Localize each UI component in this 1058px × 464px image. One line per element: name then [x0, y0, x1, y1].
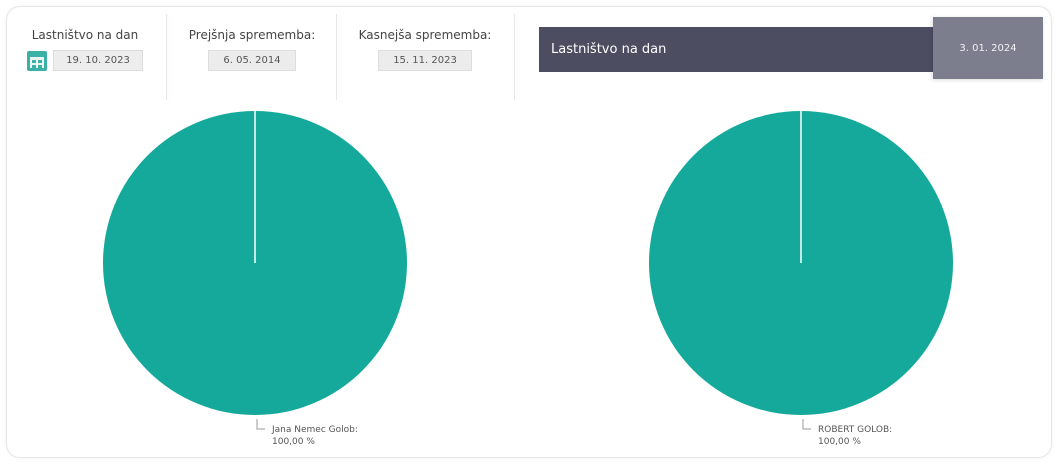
previous-change-group: Prejšnja sprememba: 6. 05. 2014 — [172, 14, 332, 100]
slice-owner-name: ROBERT GOLOB: — [818, 425, 893, 435]
next-change-button[interactable]: 15. 11. 2023 — [378, 50, 472, 71]
pie-chart-left — [103, 111, 407, 430]
slice-owner-name: Jana Nemec Golob: — [272, 425, 358, 435]
ownership-panel — [6, 6, 1052, 458]
ownership-date-group: Lastništvo na dan 19. 10. 2023 — [12, 14, 158, 100]
divider — [166, 14, 167, 100]
pie-left-slice-label: Jana Nemec Golob: 100,00 % — [272, 424, 358, 448]
previous-change-button[interactable]: 6. 05. 2014 — [208, 50, 296, 71]
calendar-icon[interactable] — [27, 50, 48, 71]
next-change-label: Kasnejša sprememba: — [358, 28, 492, 42]
pie-chart-right — [649, 111, 953, 430]
right-ownership-header: Lastništvo na dan — [539, 27, 935, 72]
ownership-date-label: Lastništvo na dan — [31, 28, 139, 42]
ownership-date-picker[interactable]: 19. 10. 2023 — [27, 50, 143, 71]
right-ownership-label: Lastništvo na dan — [551, 42, 667, 57]
slice-owner-share: 100,00 % — [272, 437, 315, 447]
next-change-group: Kasnejša sprememba: 15. 11. 2023 — [342, 14, 508, 100]
divider — [336, 14, 337, 100]
ownership-date-value[interactable]: 19. 10. 2023 — [53, 50, 143, 71]
slice-leader-line — [802, 419, 811, 430]
slice-owner-share: 100,00 % — [818, 437, 861, 447]
divider — [514, 14, 515, 100]
right-ownership-date-value: 3. 01. 2024 — [959, 42, 1017, 54]
right-ownership-date[interactable]: 3. 01. 2024 — [933, 17, 1043, 79]
pie-right-slice-label: ROBERT GOLOB: 100,00 % — [818, 424, 892, 448]
slice-leader-line — [256, 419, 265, 430]
previous-change-label: Prejšnja sprememba: — [188, 28, 316, 42]
